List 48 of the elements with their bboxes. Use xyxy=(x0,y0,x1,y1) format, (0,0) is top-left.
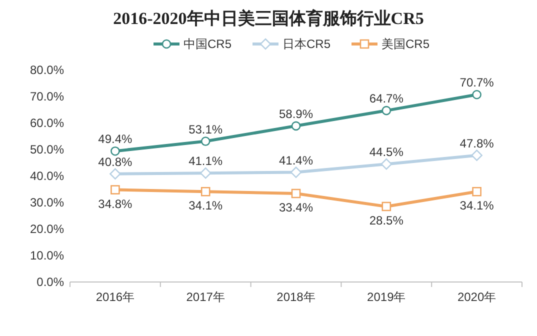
x-tick-label: 2019年 xyxy=(367,290,406,304)
data-label: 58.9% xyxy=(278,106,314,121)
point xyxy=(200,186,210,196)
point xyxy=(382,202,392,212)
x-tick-label: 2016年 xyxy=(96,290,135,304)
y-tick-label: 10.0% xyxy=(30,248,64,262)
data-label: 49.4% xyxy=(98,132,133,146)
x-tick-label: 2017年 xyxy=(186,290,225,304)
data-label: 40.8% xyxy=(98,154,133,169)
point xyxy=(200,167,212,179)
data-label: 70.7% xyxy=(460,76,494,90)
point xyxy=(291,188,301,198)
data-label: 41.1% xyxy=(188,154,223,168)
data-label: 64.7% xyxy=(369,92,404,106)
point xyxy=(290,166,302,178)
point xyxy=(472,186,482,196)
point xyxy=(471,150,482,161)
data-label: 34.8% xyxy=(98,196,133,211)
data-label: 41.4% xyxy=(278,153,314,168)
data-label: 28.5% xyxy=(369,213,404,228)
point xyxy=(110,146,120,156)
data-label: 33.4% xyxy=(278,200,314,214)
legend-label: 美国CR5 xyxy=(382,37,430,51)
y-tick-label: 50.0% xyxy=(30,142,64,156)
y-tick-label: 60.0% xyxy=(30,116,64,130)
chart-title: 2016-2020年中日美三国体育服饰行业CR5 xyxy=(113,8,424,28)
legend-label: 日本CR5 xyxy=(282,37,331,51)
point xyxy=(110,168,121,180)
y-tick-label: 20.0% xyxy=(30,222,64,236)
legend-label: 中国CR5 xyxy=(184,37,232,51)
point xyxy=(472,90,482,100)
x-tick-label: 2018年 xyxy=(276,290,316,304)
data-label: 34.1% xyxy=(460,198,494,213)
point xyxy=(110,185,120,194)
point xyxy=(380,158,392,170)
data-label: 34.1% xyxy=(188,198,223,213)
y-tick-label: 70.0% xyxy=(30,90,64,104)
y-tick-label: 30.0% xyxy=(30,196,64,210)
x-tick-label: 2020年 xyxy=(457,290,496,304)
y-tick-label: 80.0% xyxy=(30,63,64,77)
data-label: 44.5% xyxy=(369,145,404,160)
point xyxy=(382,106,392,116)
y-tick-label: 40.0% xyxy=(30,169,64,183)
y-tick-label: 0.0% xyxy=(36,275,64,289)
point xyxy=(200,136,210,146)
point xyxy=(291,121,301,131)
data-label: 47.8% xyxy=(460,136,494,150)
data-label: 53.1% xyxy=(188,122,223,136)
